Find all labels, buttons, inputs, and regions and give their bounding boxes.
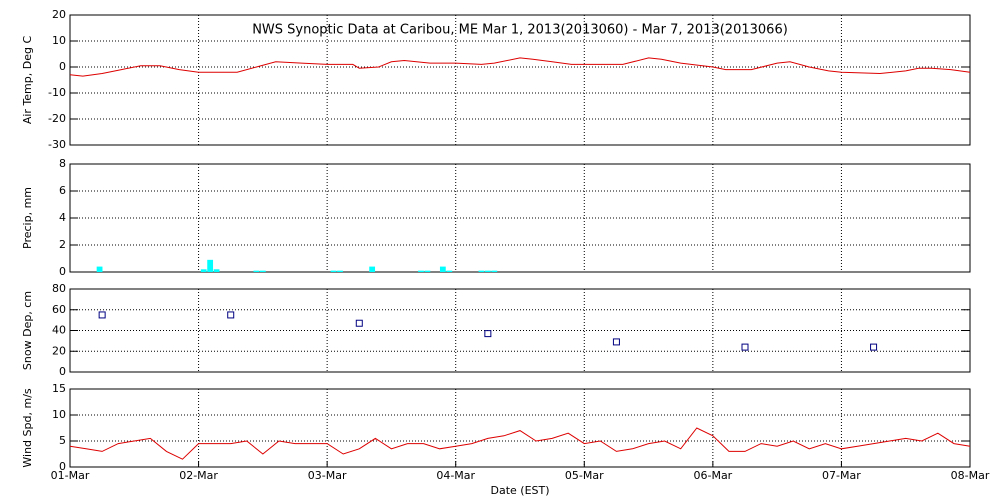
plot-frame: [69, 388, 971, 468]
x-tick-label: 02-Mar: [179, 469, 218, 482]
y-tick-label: 10: [52, 408, 66, 421]
data-line: [69, 57, 971, 77]
y-tick-label: 5: [59, 434, 66, 447]
bar: [207, 259, 214, 272]
y-tick-label: 40: [52, 324, 66, 337]
plot-frame: [69, 14, 971, 146]
y-tick-label: 10: [52, 34, 66, 47]
bar: [330, 270, 337, 272]
x-tick-label: 08-Mar: [951, 469, 990, 482]
y-tick-label: 6: [59, 184, 66, 197]
point: [484, 330, 492, 338]
y-axis-label: Precip, mm: [21, 187, 34, 249]
bar: [446, 270, 453, 272]
x-axis-label: Date (EST): [490, 484, 549, 497]
y-tick-label: 2: [59, 238, 66, 251]
point: [741, 343, 749, 351]
x-tick-label: 04-Mar: [436, 469, 475, 482]
y-tick-label: 60: [52, 303, 66, 316]
plot-frame: [69, 288, 971, 373]
y-tick-label: 20: [52, 344, 66, 357]
y-tick-label: 15: [52, 382, 66, 395]
bar: [369, 266, 376, 272]
x-tick-label: 01-Mar: [51, 469, 90, 482]
y-axis-label: Air Temp, Deg C: [21, 36, 34, 125]
x-tick-label: 05-Mar: [565, 469, 604, 482]
y-axis-label: Wind Spd, m/s: [21, 388, 34, 468]
y-tick-label: -10: [48, 86, 66, 99]
bar: [253, 270, 260, 272]
bar: [491, 270, 498, 272]
y-tick-label: 4: [59, 211, 66, 224]
y-tick-label: -20: [48, 112, 66, 125]
bar: [337, 270, 343, 272]
data-line: [69, 427, 971, 460]
x-tick-label: 06-Mar: [693, 469, 732, 482]
y-tick-label: 0: [59, 265, 66, 278]
y-axis-label: Snow Dep, cm: [21, 291, 34, 370]
bar: [213, 269, 220, 272]
bar: [424, 270, 431, 272]
y-tick-label: 20: [52, 8, 66, 21]
point: [355, 319, 363, 327]
y-tick-label: 0: [59, 365, 66, 378]
y-tick-label: 0: [59, 60, 66, 73]
bar: [478, 270, 485, 272]
x-tick-label: 07-Mar: [822, 469, 861, 482]
y-tick-label: 0: [59, 460, 66, 473]
bar: [418, 270, 424, 272]
bar: [96, 266, 103, 272]
y-tick-label: -30: [48, 138, 66, 151]
bar: [200, 269, 207, 272]
point: [227, 311, 235, 319]
bar: [439, 266, 446, 272]
y-tick-label: 80: [52, 282, 66, 295]
x-tick-label: 03-Mar: [308, 469, 347, 482]
point: [870, 343, 878, 351]
bar: [259, 270, 266, 272]
point: [612, 338, 620, 346]
bar: [484, 270, 491, 272]
point: [98, 311, 106, 319]
y-tick-label: 8: [59, 157, 66, 170]
chart-title: NWS Synoptic Data at Caribou, ME Mar 1, …: [252, 23, 788, 38]
plot-frame: [69, 163, 971, 273]
